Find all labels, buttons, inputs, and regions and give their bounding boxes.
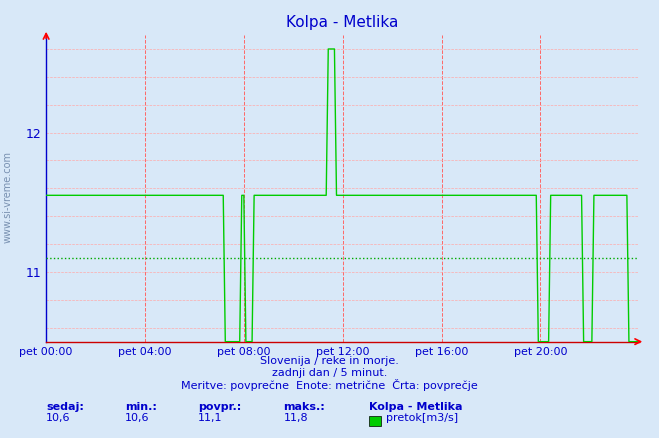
Text: povpr.:: povpr.:	[198, 402, 241, 412]
Text: 11,8: 11,8	[283, 413, 308, 424]
Text: www.si-vreme.com: www.si-vreme.com	[3, 151, 13, 243]
Title: Kolpa - Metlika: Kolpa - Metlika	[287, 15, 399, 30]
Text: 10,6: 10,6	[46, 413, 71, 424]
Text: 11,1: 11,1	[198, 413, 222, 424]
Text: maks.:: maks.:	[283, 402, 325, 412]
Text: min.:: min.:	[125, 402, 157, 412]
Text: zadnji dan / 5 minut.: zadnji dan / 5 minut.	[272, 368, 387, 378]
Text: 10,6: 10,6	[125, 413, 150, 424]
Text: Kolpa - Metlika: Kolpa - Metlika	[369, 402, 463, 412]
Text: Meritve: povprečne  Enote: metrične  Črta: povprečje: Meritve: povprečne Enote: metrične Črta:…	[181, 379, 478, 391]
Text: pretok[m3/s]: pretok[m3/s]	[386, 413, 457, 424]
Text: Slovenija / reke in morje.: Slovenija / reke in morje.	[260, 357, 399, 366]
Text: sedaj:: sedaj:	[46, 402, 84, 412]
